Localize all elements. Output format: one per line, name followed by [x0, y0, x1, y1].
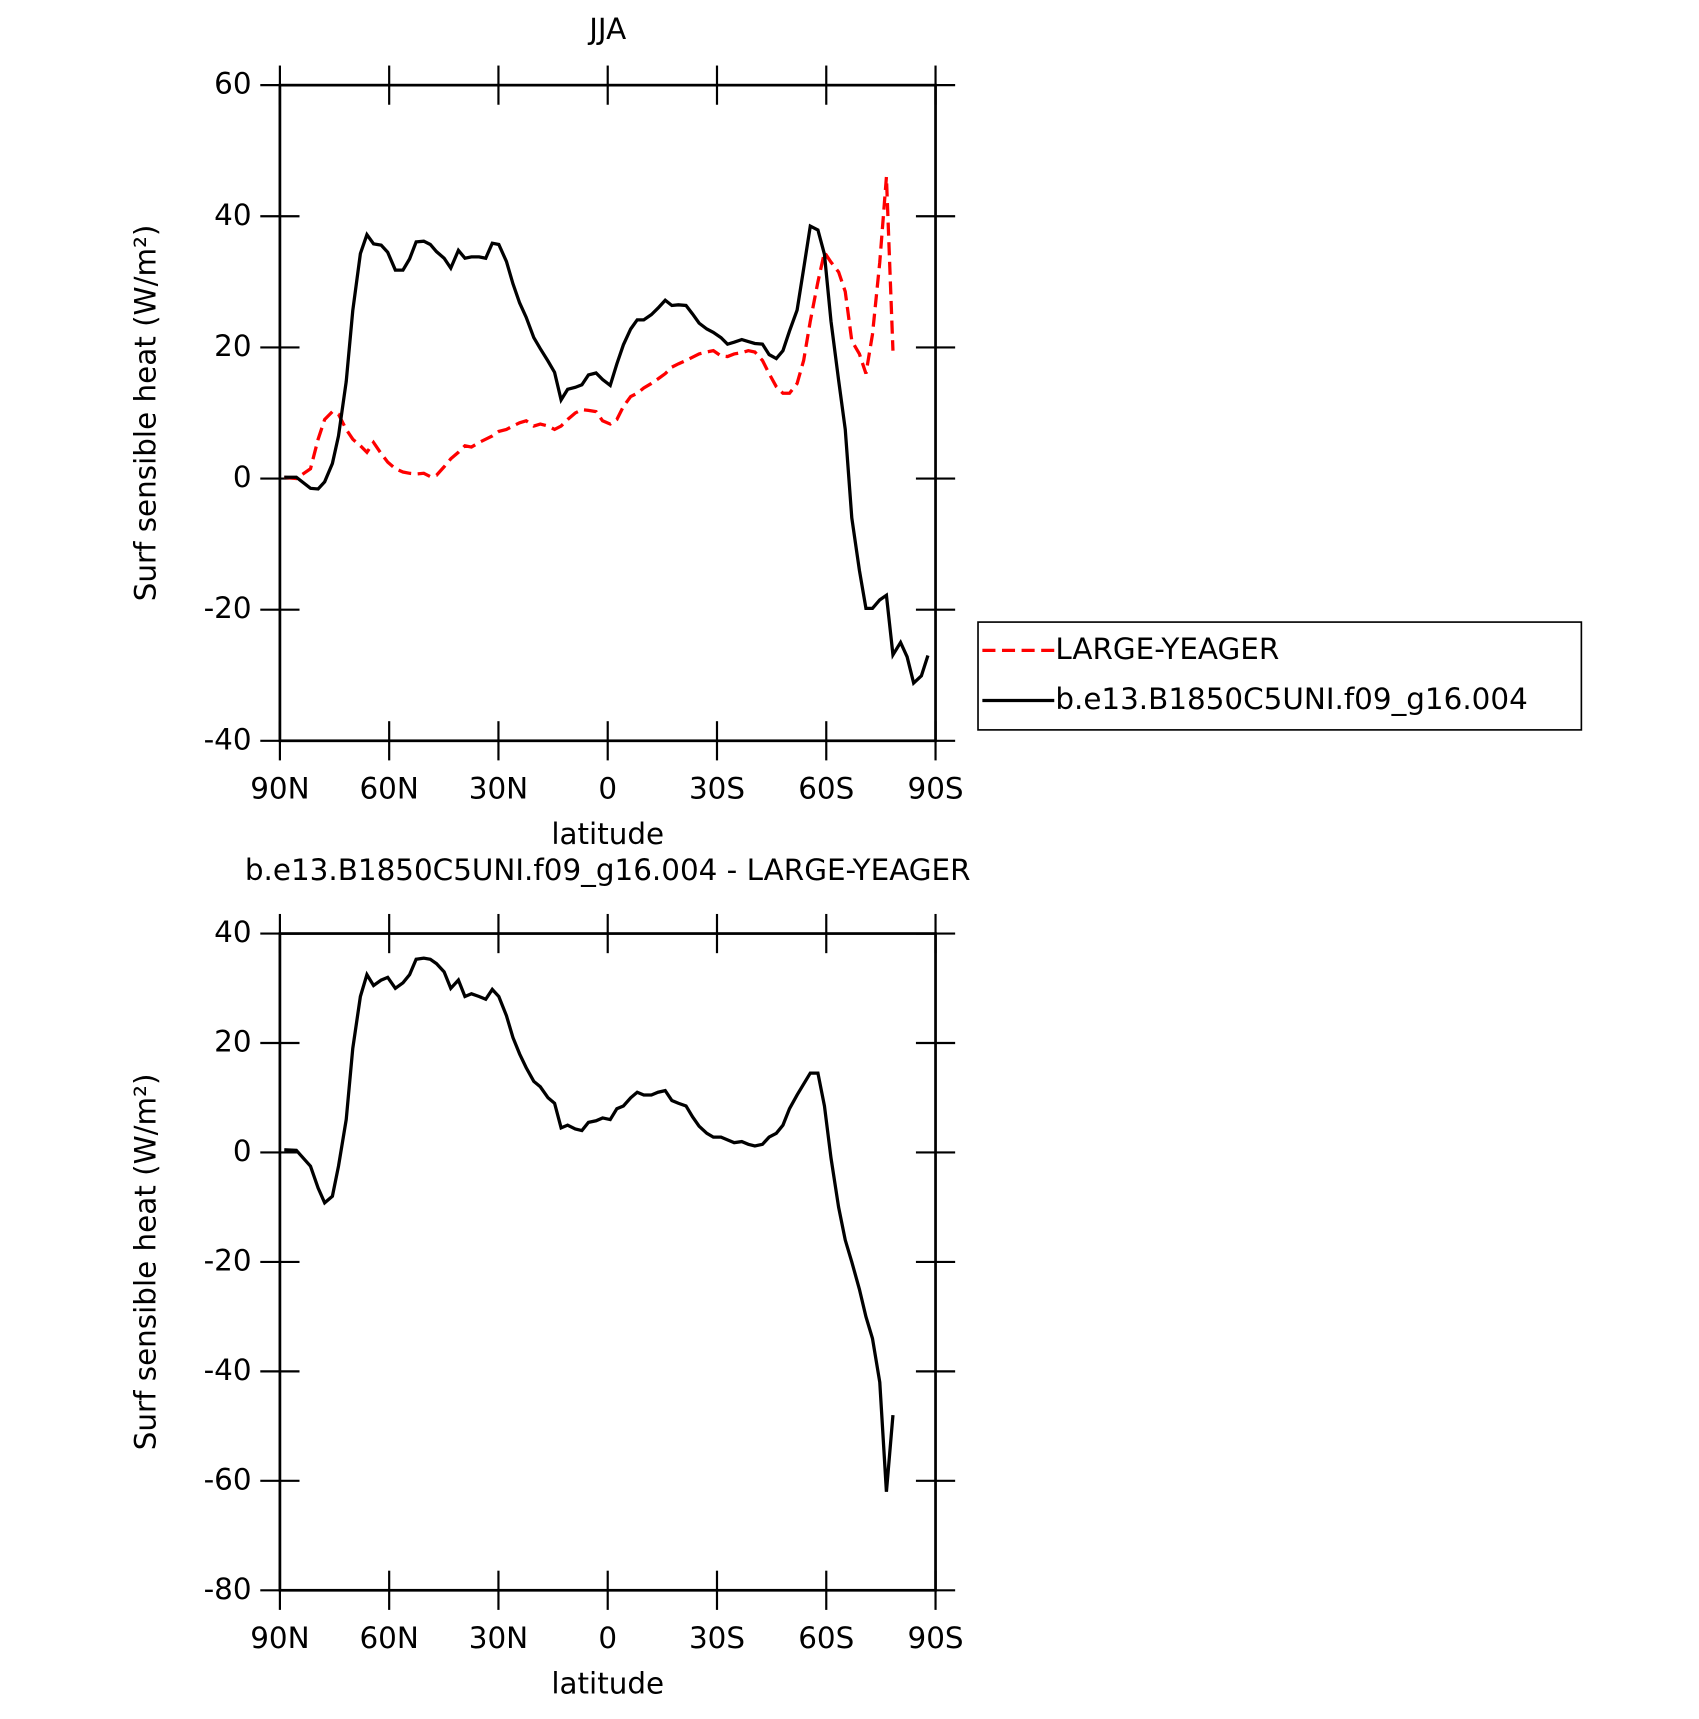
- x-tick-label: 60S: [798, 1621, 854, 1655]
- chart-title: b.e13.B1850C5UNI.f09_g16.004 - LARGE-YEA…: [245, 853, 971, 887]
- x-tick-label: 60S: [798, 771, 854, 805]
- x-tick-label: 90N: [250, 1621, 309, 1655]
- chart-title: JJA: [587, 12, 626, 46]
- plot-frame: [278, 932, 937, 1592]
- y-tick-label: -40: [204, 722, 252, 756]
- x-axis-label: latitude: [551, 1667, 664, 1701]
- data-line: [284, 176, 895, 481]
- x-tick-label: 30N: [469, 771, 528, 805]
- x-tick-label: 0: [598, 771, 617, 805]
- x-axis-label: latitude: [551, 817, 664, 851]
- x-tick-label: 90N: [250, 771, 309, 805]
- x-tick-label: 30S: [689, 1621, 745, 1655]
- data-line: [284, 956, 895, 1492]
- data-line: [284, 223, 930, 687]
- y-axis-label: Surf sensible heat (W/m²): [129, 1074, 163, 1451]
- y-tick-label: 40: [214, 915, 251, 949]
- y-tick-label: 20: [214, 329, 251, 363]
- x-tick-label: 60N: [359, 771, 418, 805]
- x-tick-label: 30N: [469, 1621, 528, 1655]
- legend-box: [977, 621, 1583, 731]
- x-tick-label: 90S: [908, 771, 964, 805]
- x-tick-label: 0: [598, 1621, 617, 1655]
- y-tick-label: 0: [233, 1134, 252, 1168]
- y-tick-label: 0: [233, 460, 252, 494]
- y-tick-label: 60: [214, 67, 251, 101]
- y-tick-label: -20: [204, 591, 252, 625]
- legend-label: LARGE-YEAGER: [1055, 632, 1279, 666]
- legend-label: b.e13.B1850C5UNI.f09_g16.004: [1055, 682, 1527, 716]
- plot-frame: [278, 83, 937, 743]
- y-tick-label: -80: [204, 1572, 252, 1606]
- x-tick-label: 90S: [908, 1621, 964, 1655]
- x-tick-label: 30S: [689, 771, 745, 805]
- y-tick-label: -60: [204, 1462, 252, 1496]
- y-axis-label: Surf sensible heat (W/m²): [129, 225, 163, 602]
- y-tick-label: -40: [204, 1353, 252, 1387]
- x-tick-label: 60N: [359, 1621, 418, 1655]
- y-tick-label: 40: [214, 198, 251, 232]
- y-tick-label: -20: [204, 1243, 252, 1277]
- y-tick-label: 20: [214, 1025, 251, 1059]
